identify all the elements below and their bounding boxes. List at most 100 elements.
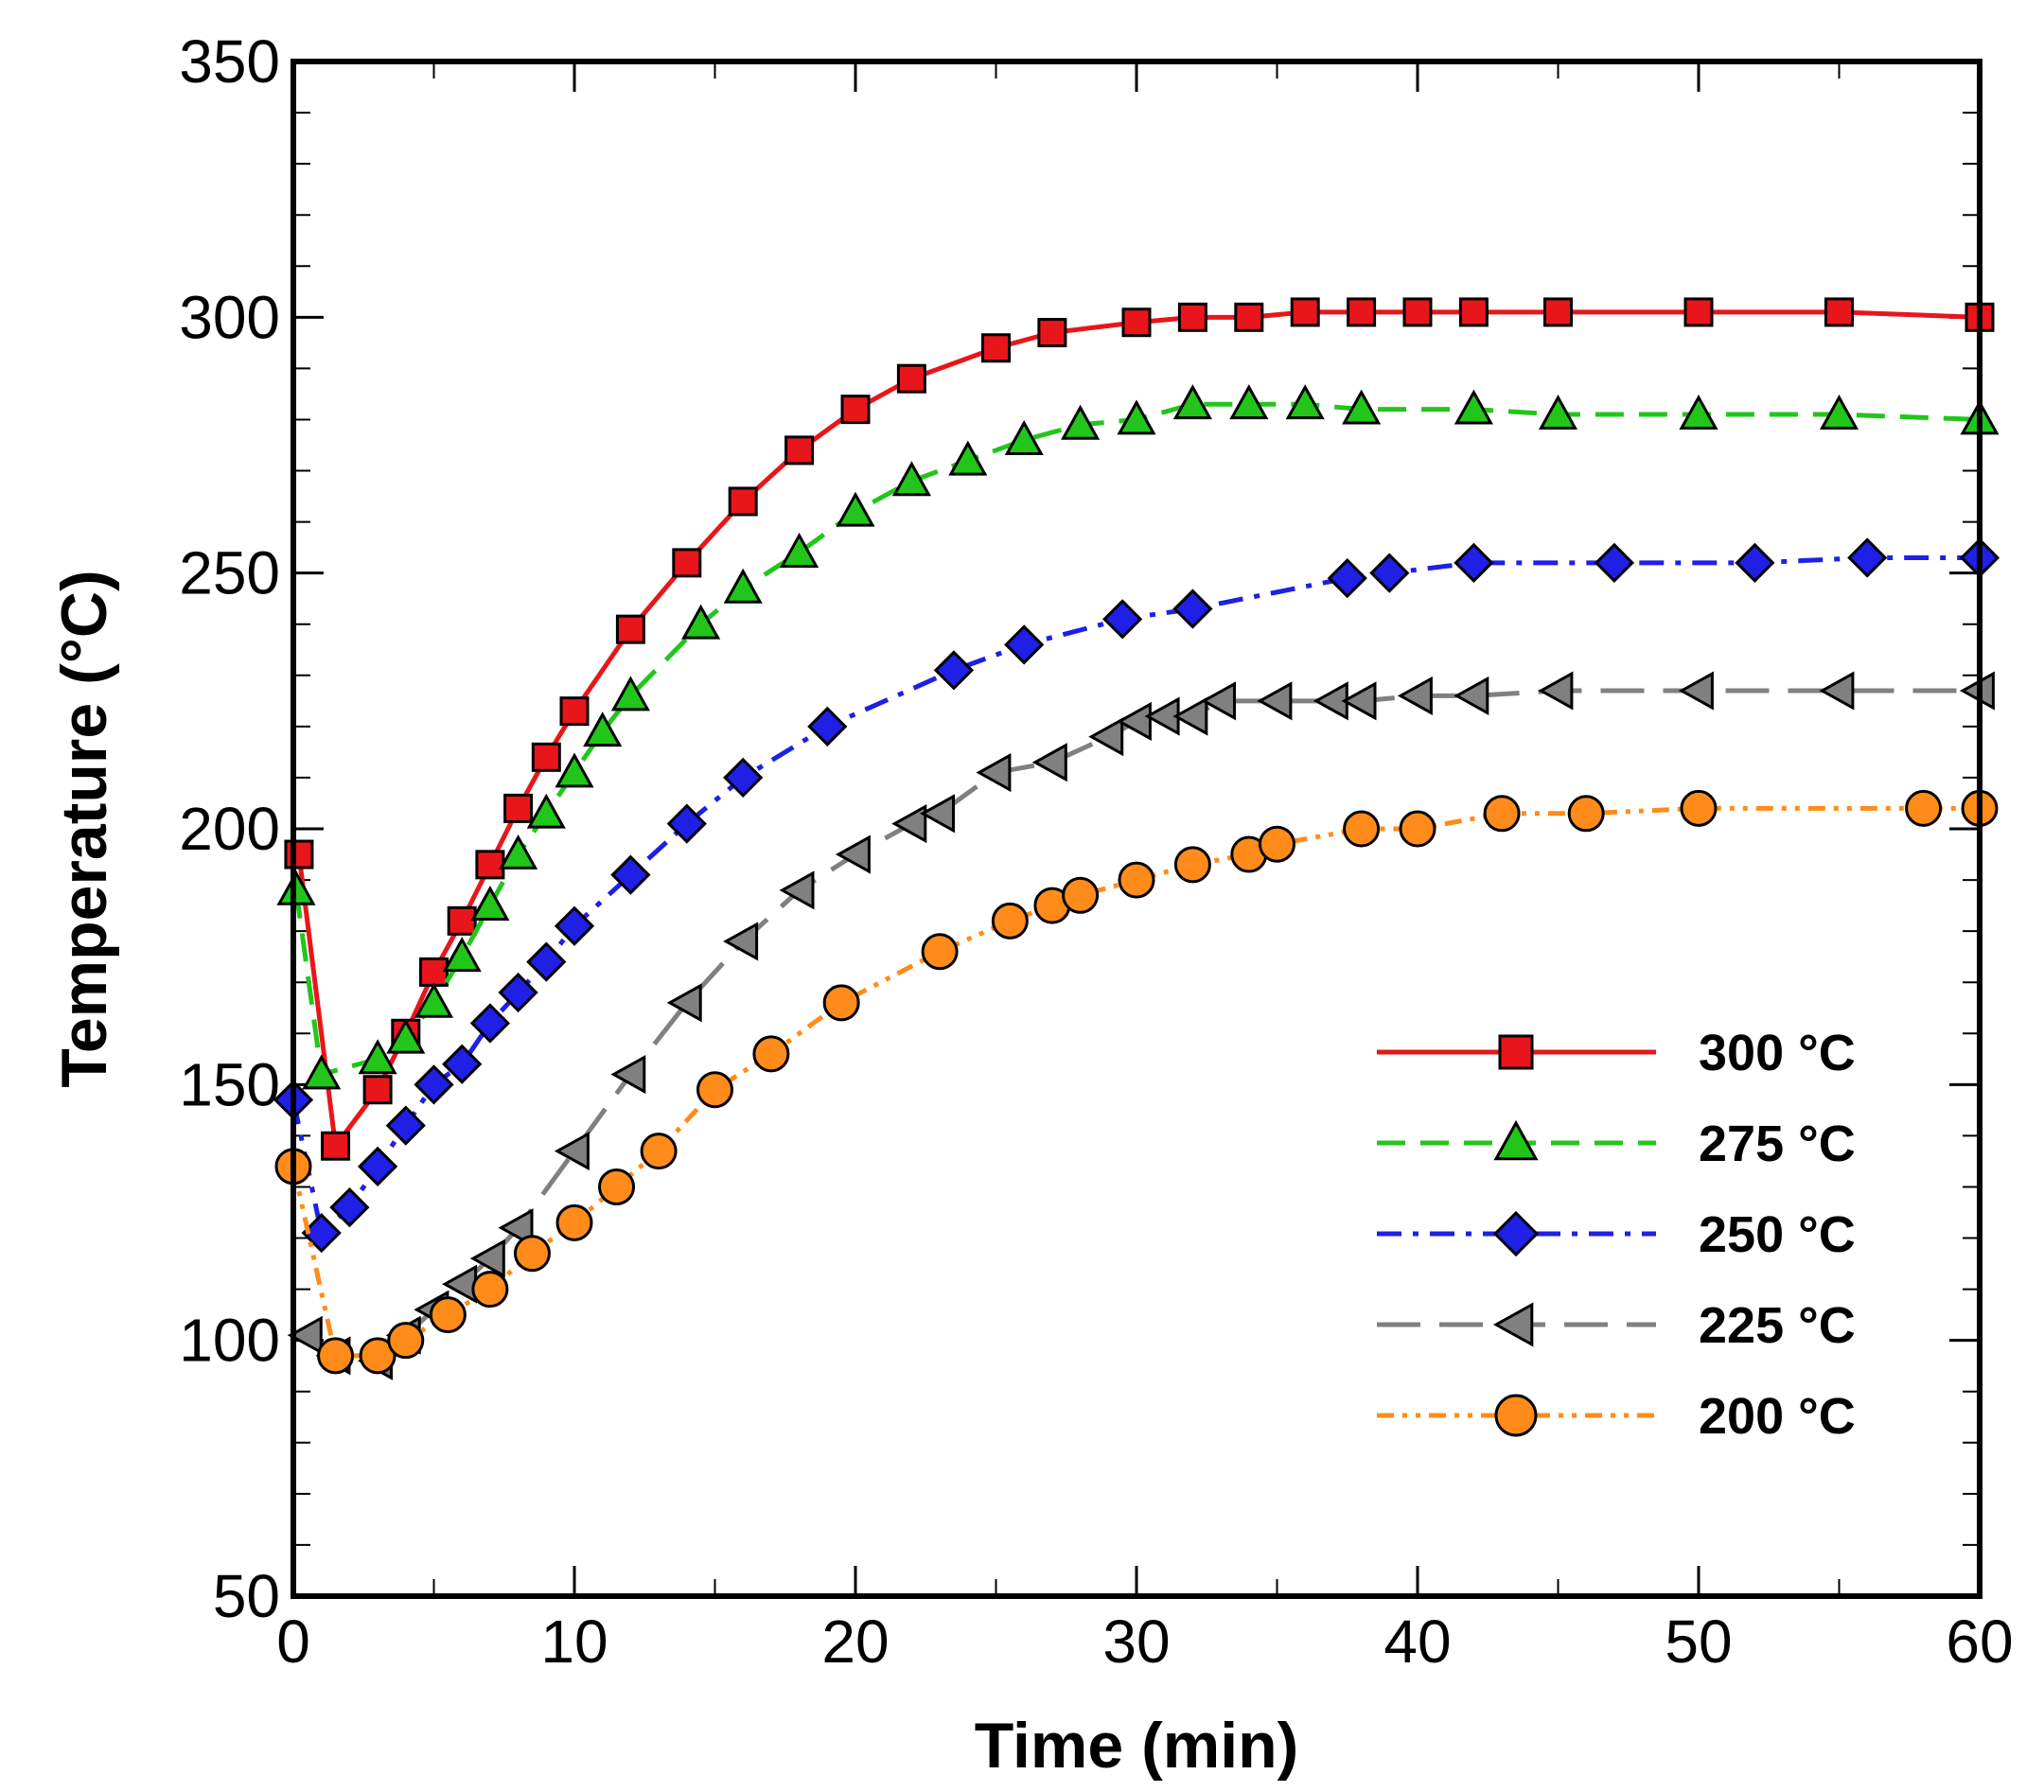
data-point	[1397, 676, 1433, 715]
data-point	[598, 1168, 636, 1205]
data-point	[1116, 701, 1152, 742]
data-point	[1567, 795, 1605, 833]
plot-frame	[291, 59, 1982, 1599]
data-point	[933, 650, 975, 691]
data-point	[1458, 297, 1489, 327]
data-point	[385, 1105, 426, 1146]
y-tick-label: 100	[179, 1307, 280, 1375]
data-point	[948, 440, 988, 476]
data-point	[780, 532, 819, 568]
data-point	[666, 983, 702, 1023]
data-point	[981, 333, 1011, 363]
data-point	[1680, 789, 1718, 827]
data-point	[513, 1235, 551, 1273]
data-point	[723, 568, 763, 604]
data-point	[559, 696, 590, 727]
data-point	[1290, 297, 1320, 327]
data-point	[329, 1186, 370, 1228]
data-point	[1257, 681, 1293, 721]
legend-entry: 225 °C	[1377, 1297, 1856, 1354]
data-point	[696, 1071, 733, 1109]
data-point	[498, 972, 538, 1013]
data-point	[1121, 307, 1152, 338]
y-tick-label: 300	[179, 283, 280, 351]
legend-entry: 250 °C	[1377, 1206, 1856, 1263]
data-point	[1847, 537, 1888, 578]
data-point	[531, 742, 561, 772]
data-point	[891, 804, 927, 844]
data-point	[419, 957, 449, 987]
legend-label: 275 °C	[1699, 1116, 1856, 1172]
y-tick-label: 150	[179, 1050, 280, 1118]
data-point	[1088, 717, 1124, 757]
data-point	[1117, 399, 1156, 435]
legend-marker	[1492, 1210, 1540, 1257]
data-point	[284, 839, 314, 870]
x-tick-label: 60	[1946, 1608, 2013, 1676]
data-point	[681, 604, 721, 640]
data-point	[672, 548, 702, 578]
data-point	[1343, 810, 1381, 848]
series-0	[284, 297, 1995, 1161]
data-point	[896, 363, 926, 394]
data-point	[442, 1044, 483, 1084]
data-point	[610, 676, 650, 712]
legend-entry: 200 °C	[1377, 1388, 1856, 1445]
data-point	[835, 835, 871, 874]
data-point	[414, 982, 454, 1018]
data-point	[728, 486, 758, 517]
data-point	[752, 1035, 790, 1073]
data-point	[1259, 825, 1295, 863]
data-point	[784, 435, 815, 466]
data-point	[302, 1054, 342, 1090]
data-point	[615, 614, 645, 644]
legend: 300 °C 275 °C 250 °C 225 °C 200 °C	[1377, 1025, 1856, 1445]
series-4	[274, 789, 1999, 1375]
data-point	[1341, 681, 1377, 721]
data-point	[287, 1315, 323, 1355]
data-point	[414, 1064, 454, 1105]
data-point	[1173, 846, 1211, 884]
data-point	[1399, 810, 1436, 848]
data-point	[1342, 389, 1382, 425]
y-tick-label: 350	[179, 27, 280, 96]
series-1	[276, 384, 2000, 1090]
legend-label: 300 °C	[1699, 1025, 1856, 1081]
data-point	[1369, 553, 1410, 593]
data-point	[498, 1208, 534, 1248]
data-point	[723, 757, 764, 799]
x-tick-label: 20	[821, 1608, 889, 1676]
data-point	[429, 1296, 467, 1334]
x-tick-label: 30	[1102, 1608, 1170, 1676]
y-tick-label: 50	[213, 1562, 280, 1630]
data-point	[1172, 384, 1212, 420]
data-point	[610, 1054, 646, 1095]
data-point	[469, 1003, 511, 1044]
data-point	[1819, 671, 1855, 711]
data-point	[1819, 394, 1859, 430]
data-point	[1229, 384, 1269, 420]
data-point	[526, 941, 567, 982]
data-point	[807, 706, 848, 747]
data-point	[321, 1131, 351, 1161]
data-point	[357, 1146, 398, 1186]
data-point	[442, 937, 482, 973]
data-point	[387, 1322, 425, 1360]
data-point	[1347, 297, 1377, 327]
legend-label: 200 °C	[1699, 1388, 1856, 1445]
data-point	[1172, 589, 1213, 629]
data-point	[554, 905, 595, 946]
legend-entry: 300 °C	[1377, 1025, 1856, 1081]
data-point	[976, 752, 1012, 793]
data-point	[1004, 420, 1044, 455]
legend-label: 225 °C	[1699, 1297, 1856, 1354]
data-point	[499, 834, 538, 870]
data-point	[555, 1203, 593, 1241]
data-point	[1594, 542, 1635, 583]
data-point	[447, 905, 477, 936]
data-point	[921, 933, 959, 971]
data-point	[1327, 557, 1367, 599]
data-point	[1824, 297, 1854, 327]
legend-marker	[1493, 1119, 1539, 1161]
